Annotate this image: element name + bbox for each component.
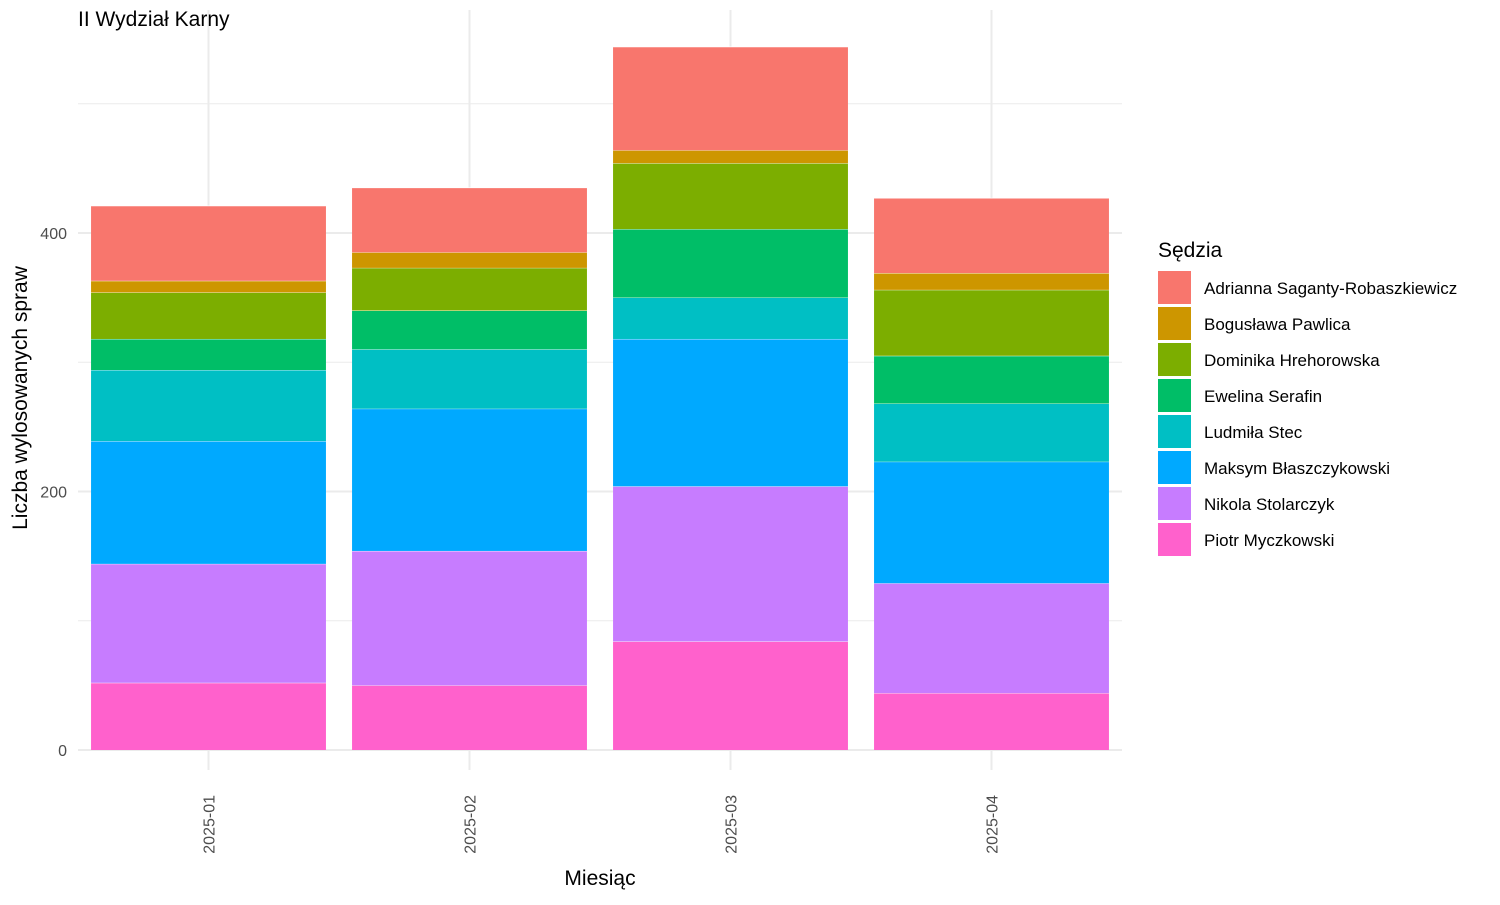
bar-segment: [91, 338, 326, 371]
y-tick-label: 400: [40, 226, 67, 243]
legend-label: Maksym Błaszczykowski: [1204, 459, 1390, 478]
legend-title: Sędzia: [1158, 239, 1223, 262]
bar-segment: [613, 486, 848, 642]
bar-segment: [91, 682, 326, 750]
bar-segment: [352, 187, 587, 253]
bar-segment: [613, 150, 848, 164]
bar-stack-2025-04: [874, 197, 1109, 750]
y-tick-label: 200: [40, 485, 67, 502]
chart-title: II Wydział Karny: [78, 8, 230, 31]
bar-segment: [874, 273, 1109, 290]
bar-segment: [613, 297, 848, 339]
bar-segment: [874, 355, 1109, 404]
legend-label: Ludmiła Stec: [1204, 423, 1303, 442]
bar-segment: [91, 280, 326, 293]
bar-segment: [352, 252, 587, 268]
bar-segment: [91, 205, 326, 281]
bar-segment: [874, 693, 1109, 750]
x-tick-label: 2025-01: [202, 795, 219, 854]
bar-segment: [91, 370, 326, 442]
x-tick-label: 2025-02: [463, 795, 480, 854]
legend: Sędzia Adrianna Saganty-Robaszkiewicz Bog…: [1158, 239, 1457, 556]
legend-label: Ewelina Serafin: [1204, 387, 1322, 406]
legend-item: Bogusława Pawlica: [1158, 307, 1351, 340]
bar-segment: [613, 163, 848, 230]
y-tick-label: 0: [58, 743, 67, 760]
bar-segment: [874, 583, 1109, 694]
legend-swatch: [1158, 271, 1191, 304]
bar-segment: [352, 267, 587, 311]
bar-segment: [352, 550, 587, 686]
legend-label: Dominika Hrehorowska: [1204, 351, 1380, 370]
bar-segment: [352, 408, 587, 551]
y-axis-label: Liczba wylosowanych spraw: [9, 265, 32, 530]
legend-swatch: [1158, 379, 1191, 412]
legend-label: Piotr Myczkowski: [1204, 531, 1334, 550]
legend-swatch: [1158, 523, 1191, 556]
x-axis-ticks: 2025-01 2025-02 2025-03 2025-04: [202, 795, 1002, 854]
legend-item: Nikola Stolarczyk: [1158, 487, 1335, 520]
bar-segment: [613, 46, 848, 151]
bar-segment: [352, 310, 587, 350]
legend-item: Ludmiła Stec: [1158, 415, 1303, 448]
bar-segment: [874, 403, 1109, 462]
bar-segment: [352, 685, 587, 750]
legend-label: Nikola Stolarczyk: [1204, 495, 1335, 514]
legend-item: Piotr Myczkowski: [1158, 523, 1334, 556]
legend-swatch: [1158, 343, 1191, 376]
legend-swatch: [1158, 415, 1191, 448]
legend-swatch: [1158, 307, 1191, 340]
bar-segment: [91, 563, 326, 683]
bar-segment: [352, 349, 587, 409]
bar-segment: [874, 198, 1109, 274]
legend-swatch: [1158, 487, 1191, 520]
legend-item: Maksym Błaszczykowski: [1158, 451, 1390, 484]
bar-stack-2025-03: [613, 46, 848, 750]
bar-segment: [613, 641, 848, 750]
bar-segment: [91, 441, 326, 564]
bar-stack-2025-02: [352, 187, 587, 750]
x-axis-label: Miesiąc: [564, 867, 635, 890]
bar-segment: [874, 461, 1109, 584]
legend-item: Ewelina Serafin: [1158, 379, 1322, 412]
bar-stack-2025-01: [91, 205, 326, 750]
x-tick-label: 2025-03: [724, 795, 741, 854]
bar-segment: [613, 229, 848, 298]
legend-item: Adrianna Saganty-Robaszkiewicz: [1158, 271, 1457, 304]
x-tick-label: 2025-04: [985, 795, 1002, 854]
legend-label: Bogusława Pawlica: [1204, 315, 1351, 334]
legend-swatch: [1158, 451, 1191, 484]
bar-segment: [91, 292, 326, 339]
legend-label: Adrianna Saganty-Robaszkiewicz: [1204, 279, 1457, 298]
bar-segment: [874, 289, 1109, 356]
bar-segment: [613, 338, 848, 487]
y-axis-ticks: 0 200 400: [40, 226, 67, 760]
legend-item: Dominika Hrehorowska: [1158, 343, 1380, 376]
bars: [91, 46, 1109, 750]
